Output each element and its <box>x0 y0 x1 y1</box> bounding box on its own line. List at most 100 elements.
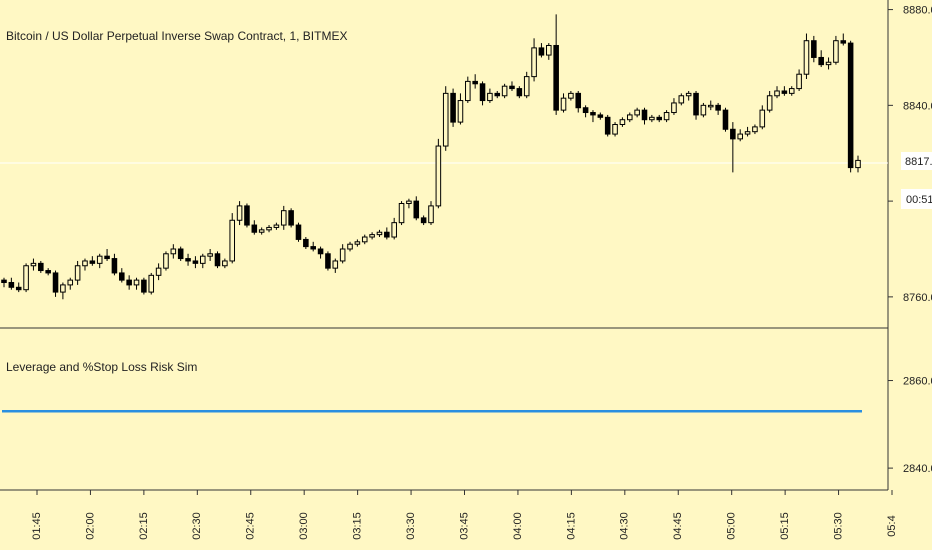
candle <box>280 205 287 230</box>
candle-body <box>479 83 486 102</box>
time-axis-label: 03:00 <box>298 512 310 540</box>
candle-body <box>811 40 817 58</box>
candle-body <box>501 85 508 97</box>
price-axis-label: 8840.0 <box>903 100 932 112</box>
candle <box>641 107 648 125</box>
candle <box>192 256 199 269</box>
candle-body <box>229 219 236 262</box>
candle <box>332 258 339 273</box>
time-axis-label: 04:45 <box>672 512 684 540</box>
candle <box>693 90 699 120</box>
candle-body <box>442 92 449 147</box>
candle <box>538 43 545 58</box>
candle-body <box>590 112 596 116</box>
candle <box>715 102 721 115</box>
countdown-label: 00:51 <box>906 194 932 206</box>
candle-body <box>96 255 103 264</box>
candle <box>310 241 316 252</box>
candle <box>126 275 132 290</box>
indicator-price-axis[interactable]: 2840.0 2860.0 <box>888 376 932 476</box>
candle <box>177 246 184 261</box>
candle-body <box>487 92 493 102</box>
candle-body <box>376 231 383 236</box>
candle-body <box>170 248 177 255</box>
candle <box>450 88 456 127</box>
candle-body <box>649 116 655 121</box>
candle <box>818 50 824 68</box>
candle <box>303 237 309 249</box>
candle-body <box>781 90 788 94</box>
candle <box>707 100 714 111</box>
candle <box>361 234 368 245</box>
candle-body <box>656 116 663 121</box>
candle-body <box>52 272 59 293</box>
time-axis-label: 02:00 <box>84 512 96 540</box>
candle <box>494 90 501 99</box>
candle <box>840 33 847 46</box>
candle <box>663 110 670 123</box>
candle-body <box>177 248 184 260</box>
candle <box>38 260 44 273</box>
candle <box>847 40 854 173</box>
candle <box>766 90 773 113</box>
candle-body <box>671 102 677 114</box>
candle <box>649 114 655 123</box>
candle-body <box>23 265 29 291</box>
candle-body <box>185 258 191 262</box>
candle-body <box>89 260 96 264</box>
candle-body <box>148 274 155 293</box>
candle-body <box>744 131 751 135</box>
candle <box>339 244 346 264</box>
candle <box>185 253 191 266</box>
candle <box>435 138 442 209</box>
candle-body <box>465 80 471 102</box>
candle <box>531 38 537 82</box>
time-axis[interactable]: 01:45 02:00 02:15 02:30 02:45 03:00 03:15 03:30… <box>31 490 898 540</box>
candle-body <box>509 85 515 90</box>
candle-body <box>774 90 780 97</box>
candle-body <box>133 279 140 286</box>
candle-body <box>288 210 294 226</box>
candle-body <box>258 229 265 233</box>
candle <box>67 277 74 290</box>
candle-body <box>634 109 640 116</box>
candle <box>111 253 118 276</box>
candle <box>133 277 140 290</box>
indicator-title: Leverage and %Stop Loss Risk Sim <box>6 360 197 374</box>
candle-body <box>516 88 523 97</box>
time-axis-label: 05:00 <box>726 512 738 540</box>
candle-body <box>825 61 832 66</box>
candle-body <box>612 123 618 135</box>
candle-body <box>310 246 316 250</box>
time-axis-label: 03:15 <box>352 512 364 540</box>
candle-body <box>391 222 397 238</box>
candle <box>15 282 22 293</box>
candle-body <box>222 260 228 267</box>
candle <box>509 81 515 91</box>
candle-body <box>369 234 375 238</box>
candle <box>833 35 839 65</box>
candle <box>288 208 294 228</box>
candle-body <box>759 109 766 128</box>
candle-body <box>597 114 604 118</box>
candle-body <box>163 253 169 269</box>
candle-body <box>641 109 648 121</box>
candle-body <box>766 95 773 111</box>
candle-body <box>384 231 390 238</box>
candle <box>744 126 751 137</box>
time-axis-label: 02:45 <box>245 512 257 540</box>
candle <box>523 71 530 99</box>
time-axis-label: 01:45 <box>31 512 43 540</box>
candle <box>398 201 405 226</box>
candle <box>170 244 177 259</box>
candle-body <box>192 260 199 264</box>
candle-body <box>855 159 861 169</box>
last-price-tag <box>901 152 932 170</box>
candle-body <box>722 109 729 130</box>
candle <box>30 258 37 271</box>
candle <box>722 107 729 132</box>
candle-body <box>361 236 368 243</box>
candle <box>199 253 206 269</box>
